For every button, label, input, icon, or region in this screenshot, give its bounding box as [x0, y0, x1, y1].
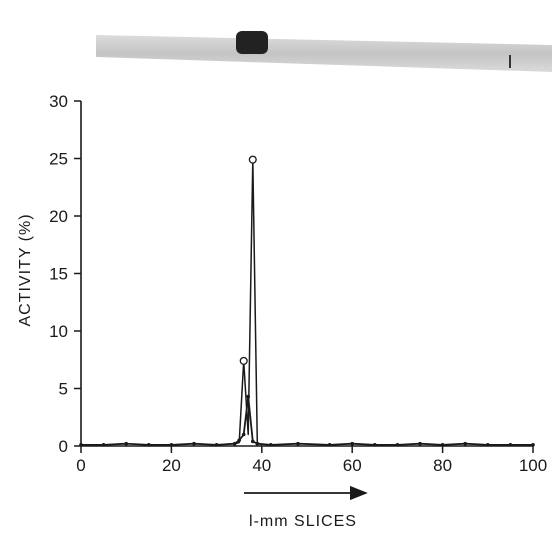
x-ticks: 0 20 40 60 80 100 [76, 446, 547, 475]
series-2-point [327, 443, 332, 447]
y-tick-label: 25 [49, 150, 68, 169]
y-axis-label: ACTIVITY (%) [17, 213, 34, 326]
x-tick-label: 40 [252, 456, 271, 475]
y-tick-label: 5 [59, 380, 68, 399]
series-1-point [248, 155, 257, 164]
x-tick-label: 60 [343, 456, 362, 475]
axes: 0 5 10 15 20 25 30 0 20 40 60 80 100 [49, 92, 547, 475]
series-2-line [81, 395, 533, 446]
series-2-point [463, 441, 468, 446]
gel-image [96, 31, 552, 72]
gel-band [236, 31, 268, 54]
x-tick-label: 80 [433, 456, 452, 475]
gel-marker-line [509, 55, 511, 68]
series-2-point [350, 441, 355, 446]
gel-strip [96, 35, 552, 72]
series-2-point [508, 443, 513, 447]
plot-area [79, 155, 535, 447]
x-tick-label: 20 [162, 456, 181, 475]
series-2-point [241, 432, 246, 437]
y-tick-label: 10 [49, 322, 68, 341]
series-2-point [79, 443, 83, 447]
series-2-point [255, 441, 260, 446]
series-2-point [169, 443, 174, 447]
series-2-point [418, 441, 422, 446]
series-2-point [246, 394, 251, 399]
series-2-point [250, 439, 255, 444]
series-2-point [214, 443, 219, 447]
y-tick-label: 15 [49, 265, 68, 284]
series-2-point [147, 443, 151, 447]
x-tick-label: 100 [519, 456, 547, 475]
series-2-point [101, 443, 106, 447]
y-ticks: 0 5 10 15 20 25 30 [49, 92, 81, 456]
y-tick-label: 20 [49, 207, 68, 226]
series-2-point [232, 441, 237, 446]
y-tick-label: 0 [59, 437, 68, 456]
series-2-point [531, 443, 535, 447]
x-axis-label: l-mm SLICES [249, 513, 357, 530]
series-2-point [373, 443, 377, 447]
y-tick-label: 30 [49, 92, 68, 111]
series-2-point [192, 441, 196, 446]
series-2-point [296, 441, 300, 446]
series-1-point [239, 356, 248, 365]
series-2-point [440, 443, 445, 447]
series-2-point [124, 441, 128, 446]
series-2-point [395, 443, 400, 447]
x-tick-label: 0 [76, 456, 85, 475]
series-2-point [269, 443, 273, 447]
series-2-point [486, 443, 490, 447]
series-2-point [237, 438, 241, 443]
